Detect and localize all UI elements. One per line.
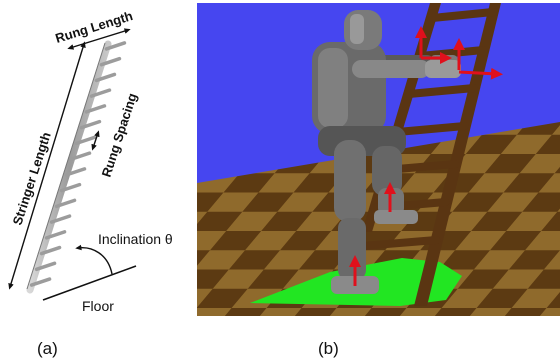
ladder-rung (89, 88, 112, 98)
rung-spacing-arrow (91, 130, 100, 151)
stringer-length-label: Stringer Length (10, 130, 54, 227)
hand-force-arrow-4 (458, 67, 503, 80)
inclination-label: Inclination θ (98, 231, 173, 247)
ladder-rung (84, 104, 107, 114)
ladder-rung (94, 72, 117, 83)
ladder-right-rail (414, 3, 501, 306)
panel-a-ladder-diagram: Rung Length Rung Spacing Stringer Length… (8, 8, 173, 314)
caption-b: (b) (318, 339, 339, 358)
ladder-3d-rung (428, 8, 497, 22)
ladder-3d-rung (393, 122, 469, 136)
contact-force-arrows (349, 26, 503, 286)
inclination-arc (75, 244, 113, 275)
stringer-length-arrow (8, 41, 86, 290)
ladder-3d-rung (405, 84, 478, 98)
floor-line (42, 265, 137, 301)
floor-label: Floor (82, 298, 114, 314)
caption-a: (a) (37, 339, 58, 358)
ladder-rung (99, 56, 122, 67)
ladder-3d-rung (358, 236, 441, 250)
humanoid-robot (312, 10, 461, 294)
panel-b-simulation (197, 3, 560, 316)
